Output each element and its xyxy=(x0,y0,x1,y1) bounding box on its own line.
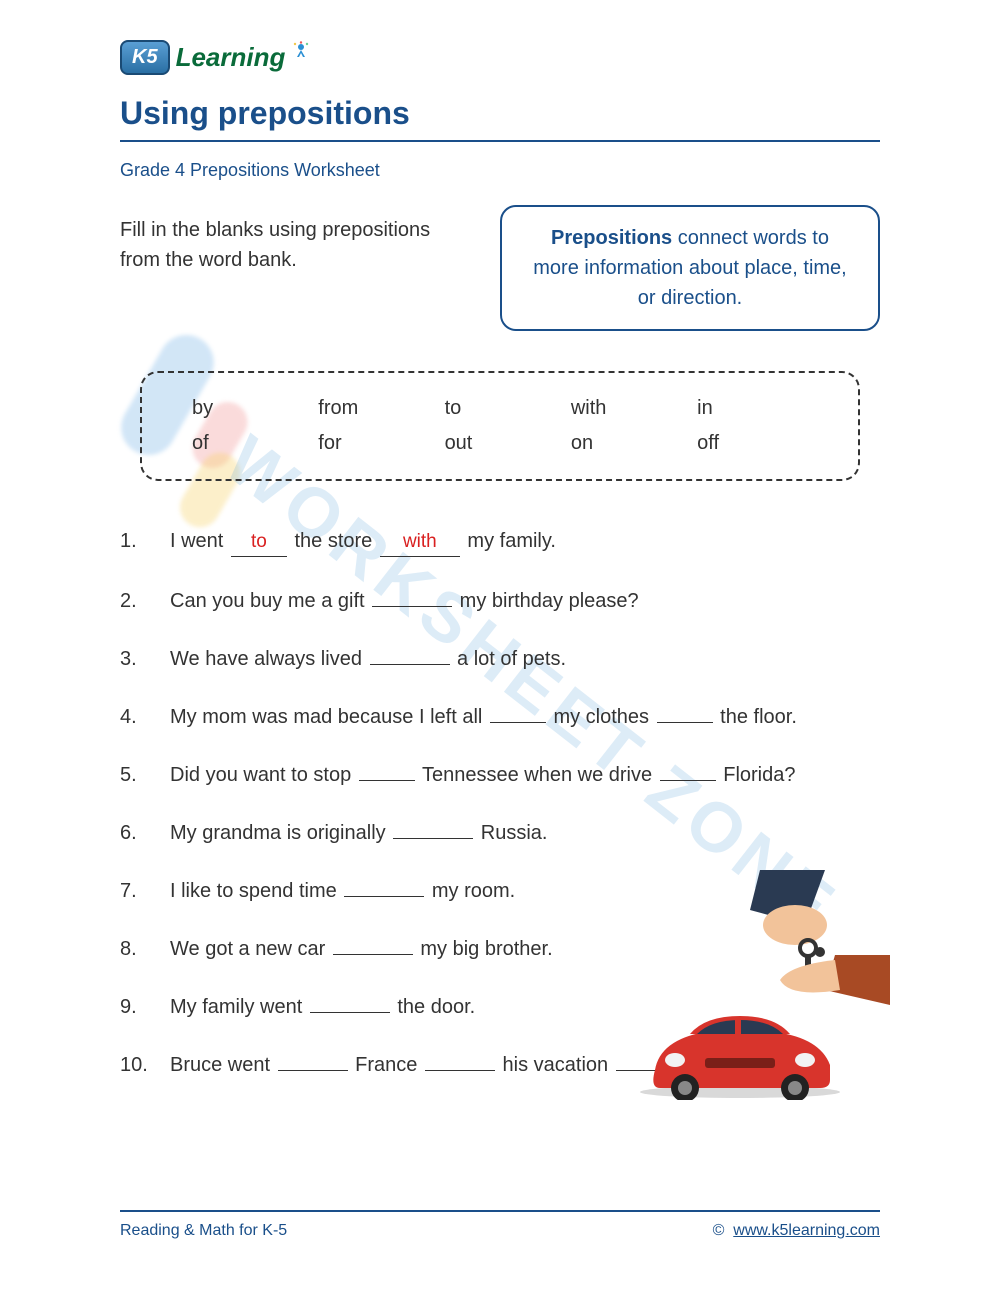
title-divider xyxy=(120,140,880,142)
answer-text: to xyxy=(251,531,267,552)
word-bank-row: of for out on off xyxy=(182,426,818,461)
answer-blank[interactable] xyxy=(660,780,716,781)
question-text: My mom was mad because I left all my clo… xyxy=(170,703,880,731)
question-text: My grandma is originally Russia. xyxy=(170,819,880,847)
question-item: 6. My grandma is originally Russia. xyxy=(120,819,880,847)
answer-blank[interactable]: with xyxy=(380,527,460,557)
page-title: Using prepositions xyxy=(120,95,880,132)
answer-blank[interactable] xyxy=(657,722,713,723)
question-text: Can you buy me a gift my birthday please… xyxy=(170,587,880,615)
word-bank: by from to with in of for out on off xyxy=(140,371,860,481)
word-bank-word: of xyxy=(192,432,303,455)
word-bank-word: on xyxy=(571,432,682,455)
question-item: 5. Did you want to stop Tennessee when w… xyxy=(120,761,880,789)
page-footer: Reading & Math for K-5 © www.k5learning.… xyxy=(120,1210,880,1240)
answer-text: with xyxy=(403,531,437,552)
question-number: 4. xyxy=(120,703,170,731)
question-number: 6. xyxy=(120,819,170,847)
question-text: I went to the store with my family. xyxy=(170,527,880,557)
answer-blank[interactable] xyxy=(393,838,473,839)
question-item: 1. I went to the store with my family. xyxy=(120,527,880,557)
question-number: 2. xyxy=(120,587,170,615)
question-number: 9. xyxy=(120,993,170,1021)
footer-divider xyxy=(120,1210,880,1212)
word-bank-word: for xyxy=(318,432,429,455)
worksheet-subtitle: Grade 4 Prepositions Worksheet xyxy=(120,160,880,181)
answer-blank[interactable] xyxy=(310,1012,390,1013)
copyright-symbol: © xyxy=(713,1222,725,1239)
answer-blank[interactable] xyxy=(425,1070,495,1071)
question-item: 3. We have always lived a lot of pets. xyxy=(120,645,880,673)
question-number: 7. xyxy=(120,877,170,905)
brand-logo: K5 Learning xyxy=(120,40,880,75)
question-number: 1. xyxy=(120,527,170,555)
question-number: 10. xyxy=(120,1051,170,1079)
word-bank-word: in xyxy=(697,397,808,420)
footer-left-text: Reading & Math for K-5 xyxy=(120,1222,287,1240)
question-number: 5. xyxy=(120,761,170,789)
question-text: Did you want to stop Tennessee when we d… xyxy=(170,761,880,789)
answer-blank[interactable] xyxy=(359,780,415,781)
definition-term: Prepositions xyxy=(551,227,672,249)
answer-blank[interactable] xyxy=(370,664,450,665)
word-bank-word: with xyxy=(571,397,682,420)
word-bank-word: from xyxy=(318,397,429,420)
footer-right: © www.k5learning.com xyxy=(713,1222,880,1240)
answer-blank[interactable]: to xyxy=(231,527,287,557)
question-number: 3. xyxy=(120,645,170,673)
answer-blank[interactable] xyxy=(344,896,424,897)
car-keys-illustration xyxy=(630,870,890,1100)
logo-figure-icon xyxy=(289,41,313,65)
word-bank-word: out xyxy=(445,432,556,455)
question-number: 8. xyxy=(120,935,170,963)
word-bank-row: by from to with in xyxy=(182,391,818,426)
footer-link[interactable]: www.k5learning.com xyxy=(733,1222,880,1239)
instructions-text: Fill in the blanks using prepositions fr… xyxy=(120,205,470,275)
answer-blank[interactable] xyxy=(372,606,452,607)
answer-blank[interactable] xyxy=(490,722,546,723)
answer-blank[interactable] xyxy=(333,954,413,955)
answer-blank[interactable] xyxy=(278,1070,348,1071)
definition-callout: Prepositions connect words to more infor… xyxy=(500,205,880,331)
question-item: 4. My mom was mad because I left all my … xyxy=(120,703,880,731)
question-item: 2. Can you buy me a gift my birthday ple… xyxy=(120,587,880,615)
question-text: We have always lived a lot of pets. xyxy=(170,645,880,673)
word-bank-word: to xyxy=(445,397,556,420)
logo-badge: K5 xyxy=(120,40,170,75)
logo-brand-text: Learning xyxy=(176,42,286,73)
word-bank-word: off xyxy=(697,432,808,455)
word-bank-word: by xyxy=(192,397,303,420)
